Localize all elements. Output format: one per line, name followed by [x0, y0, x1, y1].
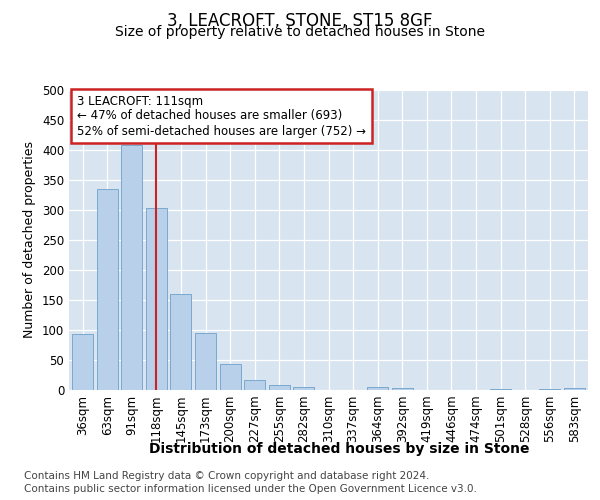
Bar — [367, 387, 388, 390]
Bar — [146, 208, 167, 390]
Bar — [220, 364, 241, 390]
Bar — [121, 145, 142, 390]
Text: Contains public sector information licensed under the Open Government Licence v3: Contains public sector information licen… — [24, 484, 477, 494]
Bar — [293, 387, 314, 390]
Bar — [244, 380, 265, 390]
Bar — [269, 384, 290, 390]
Y-axis label: Number of detached properties: Number of detached properties — [23, 142, 37, 338]
Text: Distribution of detached houses by size in Stone: Distribution of detached houses by size … — [149, 442, 529, 456]
Text: Contains HM Land Registry data © Crown copyright and database right 2024.: Contains HM Land Registry data © Crown c… — [24, 471, 430, 481]
Text: Size of property relative to detached houses in Stone: Size of property relative to detached ho… — [115, 25, 485, 39]
Text: 3, LEACROFT, STONE, ST15 8GF: 3, LEACROFT, STONE, ST15 8GF — [167, 12, 433, 30]
Bar — [392, 388, 413, 390]
Bar — [97, 189, 118, 390]
Bar — [539, 389, 560, 390]
Bar — [72, 334, 93, 390]
Text: 3 LEACROFT: 111sqm
← 47% of detached houses are smaller (693)
52% of semi-detach: 3 LEACROFT: 111sqm ← 47% of detached hou… — [77, 94, 366, 138]
Bar — [564, 388, 585, 390]
Bar — [490, 389, 511, 390]
Bar — [195, 333, 216, 390]
Bar — [170, 294, 191, 390]
